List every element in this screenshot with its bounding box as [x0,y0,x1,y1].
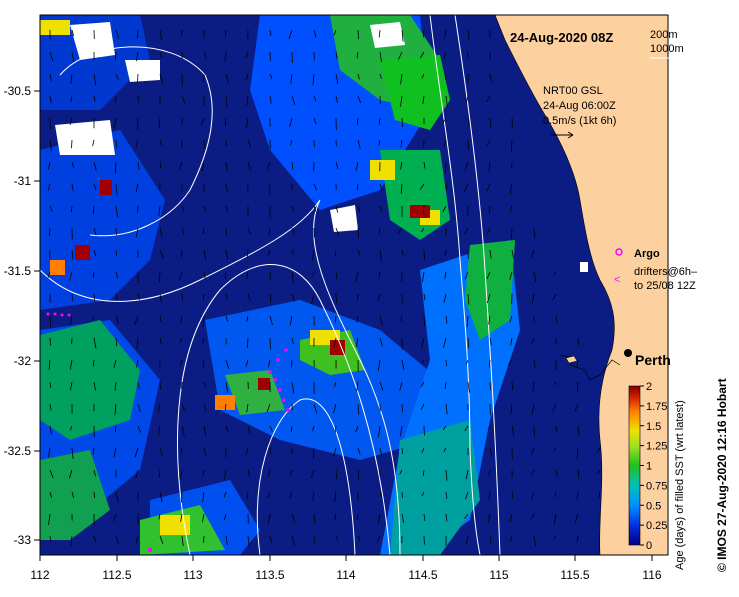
current-vector [512,162,513,168]
argo-point [148,548,152,552]
speckle-red-1 [75,245,90,260]
x-tick-label: 115.5 [560,568,589,582]
current-model-label: NRT00 GSL [543,85,603,97]
x-tick-label: 113 [183,568,202,582]
colorbar-tick-label: 2 [646,381,652,393]
cloud-gap-north-2 [125,60,160,82]
speckle-orange-1 [215,395,235,410]
argo-point [284,348,288,352]
argo-point [268,370,272,374]
coastal-speckle [580,262,588,272]
argo-legend-label: Argo [634,248,660,260]
current-vector [490,382,491,390]
current-vector [270,272,271,279]
x-tick-label: 114 [336,568,355,582]
contour-legend-1000m: 1000m [650,43,684,55]
current-vector [270,338,271,350]
perth-label: Perth [635,352,671,368]
colorbar-tick-label: 0 [646,540,652,552]
current-vector [226,228,227,236]
speckle-red-2 [100,180,112,195]
current-vector [358,30,359,39]
speckle-red-3 [410,205,430,218]
current-vector [402,404,403,413]
colorbar-tick-label: 1.25 [646,441,667,453]
drifter-point [47,313,50,316]
drifter-legend-line1: drifters@6h– [634,266,698,278]
x-tick-label: 114.5 [408,568,437,582]
argo-point [282,398,286,402]
x-axis: 112 112.5 113 113.5 114 114.5 115 115.5 116 [30,555,661,582]
current-vector [402,492,403,498]
current-time-label: 24-Aug 06:00Z [543,100,616,112]
speckle-red-5 [258,378,270,390]
drifter-point [54,313,57,316]
perth-marker-icon [624,349,632,357]
colorbar-tick-label: 1 [646,461,652,473]
y-tick-label: -32.5 [4,444,32,458]
y-tick-label: -33 [14,533,32,547]
argo-point [278,388,282,392]
y-tick-label: -30.5 [4,84,32,98]
argo-point [286,408,290,412]
colorbar-tick-label: 1.75 [646,401,667,413]
current-vector [72,140,73,148]
speckle-yellow-1 [40,20,70,35]
x-tick-label: 113.5 [255,568,284,582]
x-tick-label: 112.5 [102,568,131,582]
y-tick-label: -32 [14,354,32,368]
speckle-red-4 [330,340,345,355]
current-vector [270,184,271,194]
argo-point [273,378,277,382]
current-vector [358,184,359,191]
x-tick-label: 115 [489,568,508,582]
argo-point [276,358,280,362]
current-vector [116,250,117,256]
credit-label: © IMOS 27-Aug-2020 12:16 Hobart [715,378,729,572]
current-vector [358,228,359,238]
contour-legend-200m: 200m [650,29,678,41]
current-vector [446,162,447,174]
x-tick-label: 112 [30,568,49,582]
y-axis: -30.5 -31 -31.5 -32 -32.5 -33 [4,84,40,547]
cloud-gap-north-3 [370,22,405,48]
current-vector [512,118,513,128]
drifter-legend-line2: to 25/08 12Z [634,280,696,292]
current-vector [72,294,73,301]
drifter-point [61,314,64,317]
current-vector [512,140,513,152]
current-vector [424,250,425,259]
drifter-legend-icon: < [614,274,620,286]
colorbar-tick-label: 0.5 [646,500,661,512]
colorbar-title: Age (days) of filled SST (wrt latest) [674,400,686,570]
colorbar [629,386,640,545]
colorbar-tick-label: 1.5 [646,421,661,433]
current-vector [72,206,73,212]
current-vector [116,96,117,102]
current-vector [204,74,205,83]
colorbar-tick-label: 0.25 [646,520,667,532]
current-vector [182,382,183,389]
current-vector [138,30,139,38]
y-tick-label: -31.5 [4,264,32,278]
speckle-yellow-4 [370,160,395,180]
current-vector [468,140,469,150]
drifter-point [68,314,71,317]
date-label: 24-Aug-2020 08Z [510,30,613,45]
current-vector [248,338,249,348]
cloud-gap-northwest [55,120,115,155]
current-vector [50,338,51,346]
x-tick-label: 116 [642,568,661,582]
colorbar-tick-label: 0.75 [646,480,667,492]
y-tick-label: -31 [14,174,32,188]
speckle-orange-2 [50,260,65,275]
current-vector [138,74,139,83]
current-scale-label: 0.5m/s (1kt 6h) [543,115,616,127]
current-vector [512,228,513,239]
